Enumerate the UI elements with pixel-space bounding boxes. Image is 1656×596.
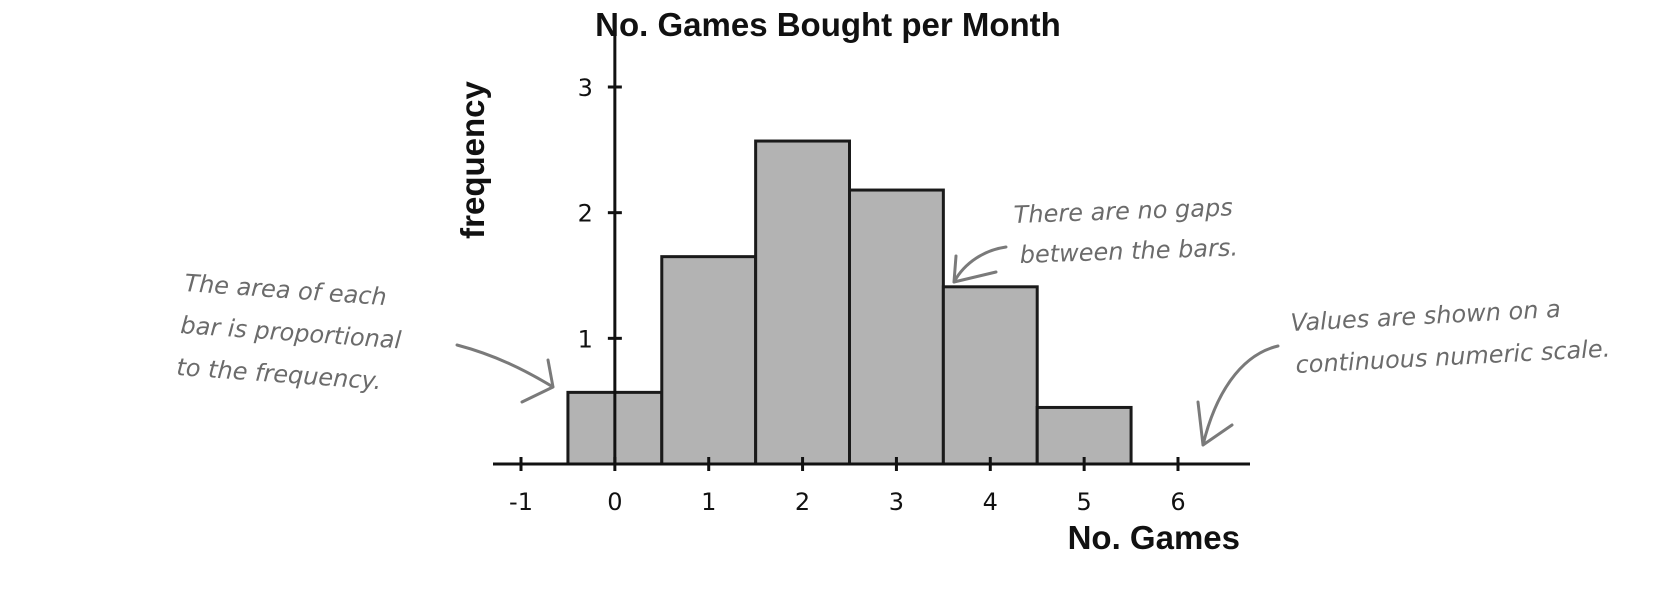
histogram-bar-5 <box>1035 405 1133 466</box>
x-axis-title: No. Games <box>1068 519 1240 556</box>
x-tick-label-3: 3 <box>889 488 904 516</box>
annotation-gaps-line-2: between the bars. <box>1019 233 1238 269</box>
y-tick-label-3: 3 <box>578 74 593 102</box>
y-axis-title: frequency <box>454 80 491 238</box>
annotation-gaps-line-1: There are no gaps <box>1013 193 1233 229</box>
x-ticks-group: -1 0 1 2 3 4 5 6 <box>509 457 1186 516</box>
histogram-bar-2 <box>754 139 852 466</box>
y-tick-label-1: 1 <box>578 325 593 353</box>
x-tick-label-2: 2 <box>795 488 810 516</box>
annotation-area-line-3: to the frequency. <box>176 353 383 395</box>
y-tick-label-2: 2 <box>578 200 593 228</box>
annotation-area-arrow <box>455 343 555 404</box>
axes-group <box>493 32 1250 466</box>
annotation-scale-line-1: Values are shown on a <box>1290 295 1562 337</box>
annotation-area-line-2: bar is proportional <box>180 311 403 354</box>
annotation-area-line-1: The area of each <box>184 269 388 311</box>
histogram-bar-3 <box>848 188 945 466</box>
histogram-bar-4 <box>941 285 1039 466</box>
x-tick-label-6: 6 <box>1170 488 1185 516</box>
x-tick-label-1: 1 <box>701 488 716 516</box>
chart-title: No. Games Bought per Month <box>595 6 1061 43</box>
annotation-gaps-arrow <box>952 245 1008 284</box>
x-tick-label-4: 4 <box>983 488 998 516</box>
y-ticks-group: 1 2 3 <box>578 74 622 353</box>
bars-group <box>566 139 1133 466</box>
x-tick-label-0: 0 <box>607 488 622 516</box>
annotation-scale-arrow <box>1196 344 1280 447</box>
annotation-scale-line-2: continuous numeric scale. <box>1295 335 1611 379</box>
x-tick-label-5: 5 <box>1077 488 1092 516</box>
x-tick-label--1: -1 <box>509 488 533 516</box>
histogram-bar-1 <box>660 255 758 466</box>
